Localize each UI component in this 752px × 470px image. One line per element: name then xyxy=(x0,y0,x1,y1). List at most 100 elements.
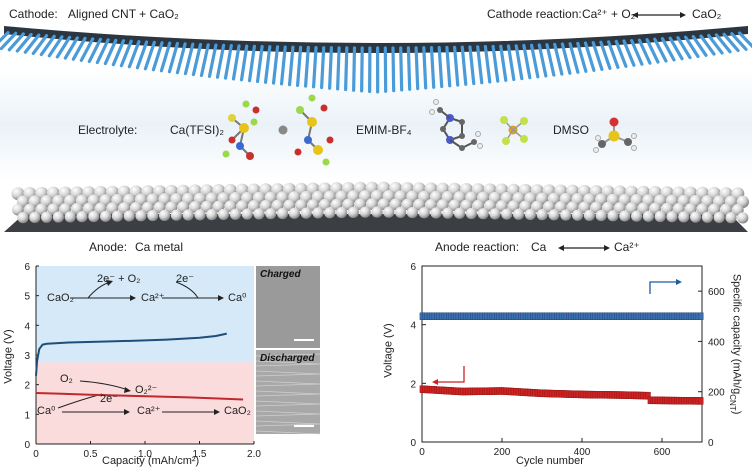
sem-charged-label: Charged xyxy=(260,269,301,280)
cnt-tube xyxy=(55,35,72,59)
cnt-tube xyxy=(514,44,524,81)
calcium-sphere xyxy=(265,208,277,220)
cnt-tube xyxy=(215,43,226,79)
electrolyte-salt: Ca(TFSI)₂ xyxy=(170,123,224,137)
x-tick-label: 600 xyxy=(654,447,671,458)
cnt-tube xyxy=(239,44,249,82)
cnt-tube xyxy=(287,45,295,87)
charge-reaction-scheme xyxy=(70,280,224,301)
discharge-scheme-electrons: 2e⁻ xyxy=(100,393,119,405)
y-tick-label: 4 xyxy=(410,321,416,332)
calcium-sphere xyxy=(725,212,737,224)
calcium-sphere xyxy=(277,207,289,220)
cnt-tube xyxy=(271,45,280,85)
cnt-tube xyxy=(207,43,218,78)
anode-label: Anode: xyxy=(89,240,128,254)
cnt-tube xyxy=(320,46,326,90)
capacity-series xyxy=(419,312,704,320)
x-tick-label: 1.5 xyxy=(193,449,207,460)
cnt-tube xyxy=(151,41,164,72)
cycling-plot-frame xyxy=(421,265,703,443)
voltage-axis-indicator xyxy=(432,366,465,385)
x-tick-label: 200 xyxy=(494,447,511,458)
electrolyte-label: Electrolyte: xyxy=(78,123,138,137)
cnt-tube xyxy=(0,31,10,43)
calcium-sphere xyxy=(159,209,171,221)
calcium-sphere xyxy=(560,209,572,221)
calcium-sphere xyxy=(690,211,702,223)
x-tick-label: 2.0 xyxy=(247,449,261,460)
cnt-tube xyxy=(191,42,203,77)
cnt-tube xyxy=(95,38,110,65)
sem-texture xyxy=(255,390,321,395)
y-tick-label: 0 xyxy=(24,440,30,451)
calcium-sphere xyxy=(41,211,53,223)
sem-texture xyxy=(255,370,321,375)
cnt-tube xyxy=(47,35,64,58)
cnt-tube xyxy=(15,32,33,53)
dmso-molecule xyxy=(593,117,637,153)
left-chart-ylabel: Voltage (V) xyxy=(2,329,15,384)
calcium-sphere xyxy=(607,210,619,222)
calcium-sphere xyxy=(395,206,407,218)
y-tick-label: 6 xyxy=(410,262,416,273)
cnt-tube xyxy=(691,35,708,57)
calcium-sphere xyxy=(135,210,147,222)
right-chart-ylabel: Voltage (V) xyxy=(382,323,395,378)
anode-value: Ca metal xyxy=(135,240,184,254)
x-tick-label: 1.0 xyxy=(138,449,152,460)
cnt-tube xyxy=(537,43,548,78)
cnt-tube xyxy=(312,45,318,89)
calcium-sphere xyxy=(64,211,76,223)
sem-texture xyxy=(255,380,321,385)
anode-reaction-left: Ca xyxy=(531,240,547,254)
cnt-tube xyxy=(668,36,684,61)
calcium-anode-sheet xyxy=(4,181,749,232)
cnt-tube xyxy=(583,41,596,72)
cathode-value: Aligned CNT + CaO₂ xyxy=(68,7,179,21)
sem-discharged-label: Discharged xyxy=(260,353,315,364)
emim-molecule xyxy=(429,99,483,151)
cnt-tube xyxy=(406,46,412,91)
calcium-sphere xyxy=(548,209,560,221)
cnt-tube xyxy=(560,42,572,75)
cnt-tube xyxy=(135,40,149,70)
cnt-tube xyxy=(263,45,272,84)
cnt-tube xyxy=(71,36,87,61)
y-tick-label: 4 xyxy=(24,321,30,332)
charge-scheme-electrons: 2e⁻ xyxy=(176,273,195,285)
calcium-sphere xyxy=(218,208,230,221)
charge-scheme-ca2: Ca²⁺ xyxy=(141,292,165,304)
calcium-sphere xyxy=(312,207,324,219)
discharge-curve xyxy=(35,391,244,401)
sem-texture xyxy=(255,410,321,415)
discharge-reaction-scheme xyxy=(57,380,220,415)
calcium-sphere xyxy=(147,209,159,222)
cnt-tube xyxy=(460,45,468,86)
calcium-sphere xyxy=(76,211,88,223)
sem-texture xyxy=(255,420,321,425)
calcium-sphere xyxy=(642,210,655,222)
tfsi-molecule-2 xyxy=(294,94,334,166)
electrolyte-ionic-liquid: EMIM-BF₄ xyxy=(356,123,412,137)
sem-texture xyxy=(255,403,321,407)
bf4-molecule xyxy=(500,116,528,145)
cnt-tube xyxy=(730,32,748,51)
y2-tick-label: 200 xyxy=(708,388,725,399)
voltage-series xyxy=(419,385,704,405)
cnt-tube xyxy=(7,32,25,52)
calcium-sphere xyxy=(501,208,513,220)
calcium-sphere xyxy=(454,207,466,219)
cnt-tube xyxy=(127,40,141,69)
battery-schematic xyxy=(0,12,752,251)
cnt-tube xyxy=(645,38,660,64)
y-tick-label: 0 xyxy=(410,438,416,449)
charge-scheme-ca0: Ca⁰ xyxy=(228,292,247,304)
x-tick-label: 0 xyxy=(419,447,425,458)
sem-texture xyxy=(255,353,321,357)
calcium-sphere xyxy=(241,208,253,220)
cnt-tube xyxy=(247,44,256,83)
calcium-sphere xyxy=(442,207,454,219)
calcium-sphere xyxy=(88,210,100,223)
calcium-sphere xyxy=(383,206,395,218)
